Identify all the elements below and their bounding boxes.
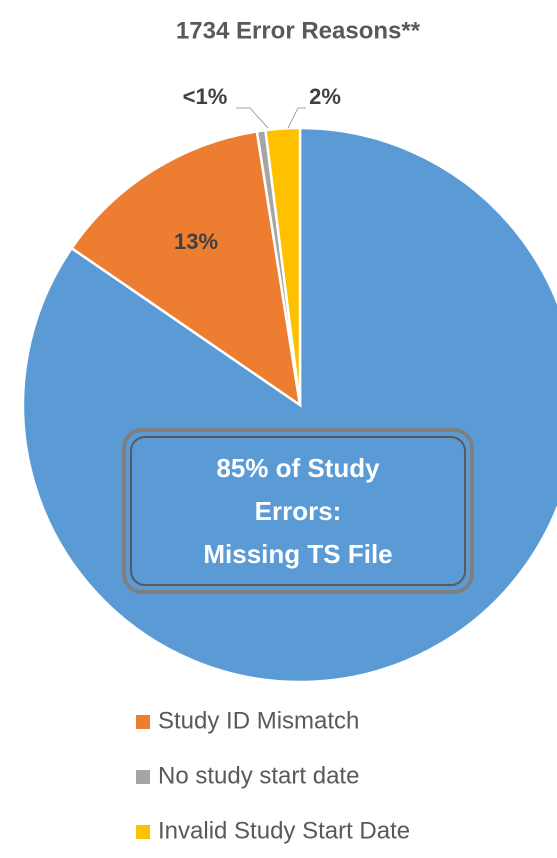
legend-swatch [136,825,150,839]
data-label: 2% [309,84,341,109]
chart-title: 1734 Error Reasons** [176,17,421,44]
overlay: 13% <1% 2% 85% of Study Errors: Missing TS Fi… [122,84,474,594]
annotation-text: Errors: [255,496,342,526]
legend-swatch [136,770,150,784]
annotation-text: Missing TS File [203,539,392,569]
legend-swatch [136,715,150,729]
pie-slice [21,126,557,684]
leader-line [236,107,269,129]
annotation-box-outer [122,428,474,594]
legend-label: Invalid Study Start Date [158,817,410,844]
pie-slice [264,126,302,406]
annotation-text: 85% of Study [216,453,380,483]
data-label: 13% [174,229,218,254]
legend-label: No study start date [158,762,359,789]
legend-label: Study ID Mismatch [158,707,359,734]
pie-slice [69,129,302,408]
annotation-box [130,436,466,586]
data-label: <1% [183,84,228,109]
pie [21,126,557,684]
leader-line [287,107,306,129]
